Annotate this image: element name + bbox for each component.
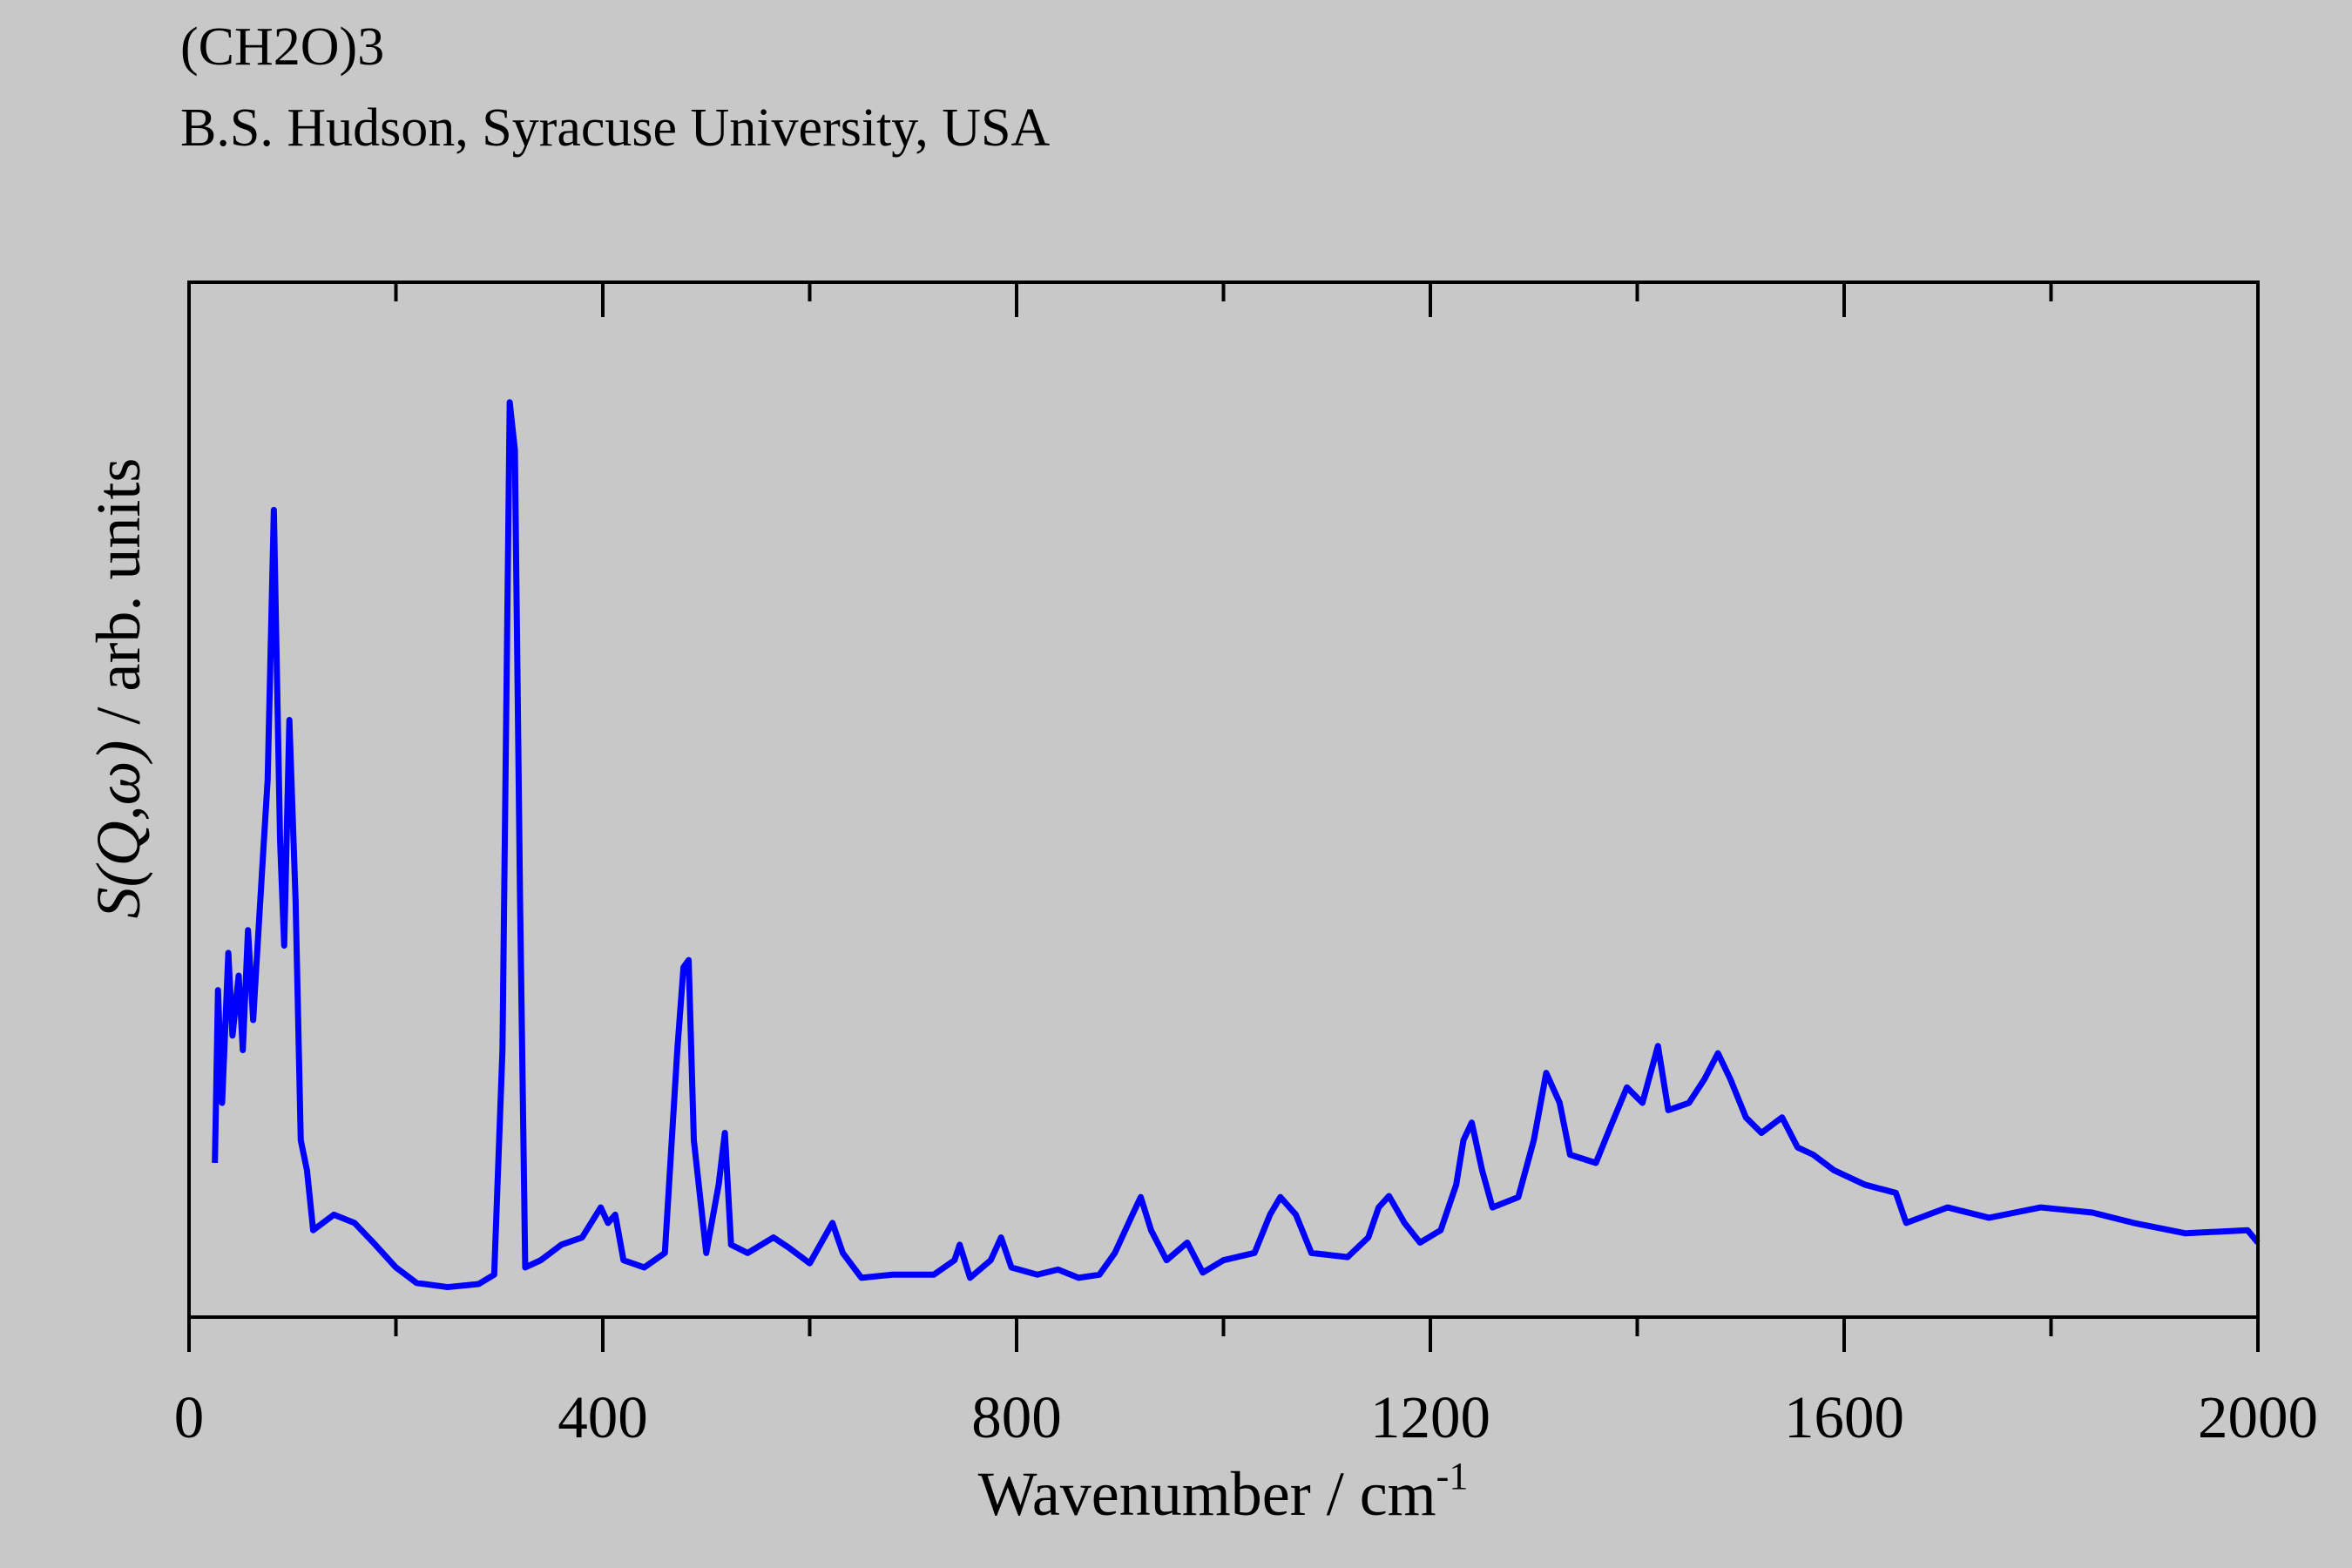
x-tick-label: 400 [558,1384,648,1450]
x-tick-label: 1600 [1784,1384,1904,1450]
x-tick-label: 0 [174,1384,205,1450]
x-axis-label: Wavenumber / cm-1 [978,1455,1469,1529]
x-tick-label: 1200 [1370,1384,1490,1450]
x-axis-label-sup: -1 [1436,1455,1469,1497]
chart-subtitle: B.S. Hudson, Syracuse University, USA [180,98,1051,158]
x-axis-label-text: Wavenumber / cm [978,1459,1436,1529]
y-axis-label-italic: S(Q,ω) [84,740,153,919]
y-axis-label-text: / arb. units [84,458,153,740]
chart-title: (CH2O)3 [180,17,384,77]
y-axis-label: S(Q,ω) / arb. units [84,458,153,919]
x-tick-label: 2000 [2198,1384,2318,1450]
plot-frame [187,280,2260,1319]
x-tick-label: 800 [971,1384,1062,1450]
spectrum-line [212,399,2261,1291]
